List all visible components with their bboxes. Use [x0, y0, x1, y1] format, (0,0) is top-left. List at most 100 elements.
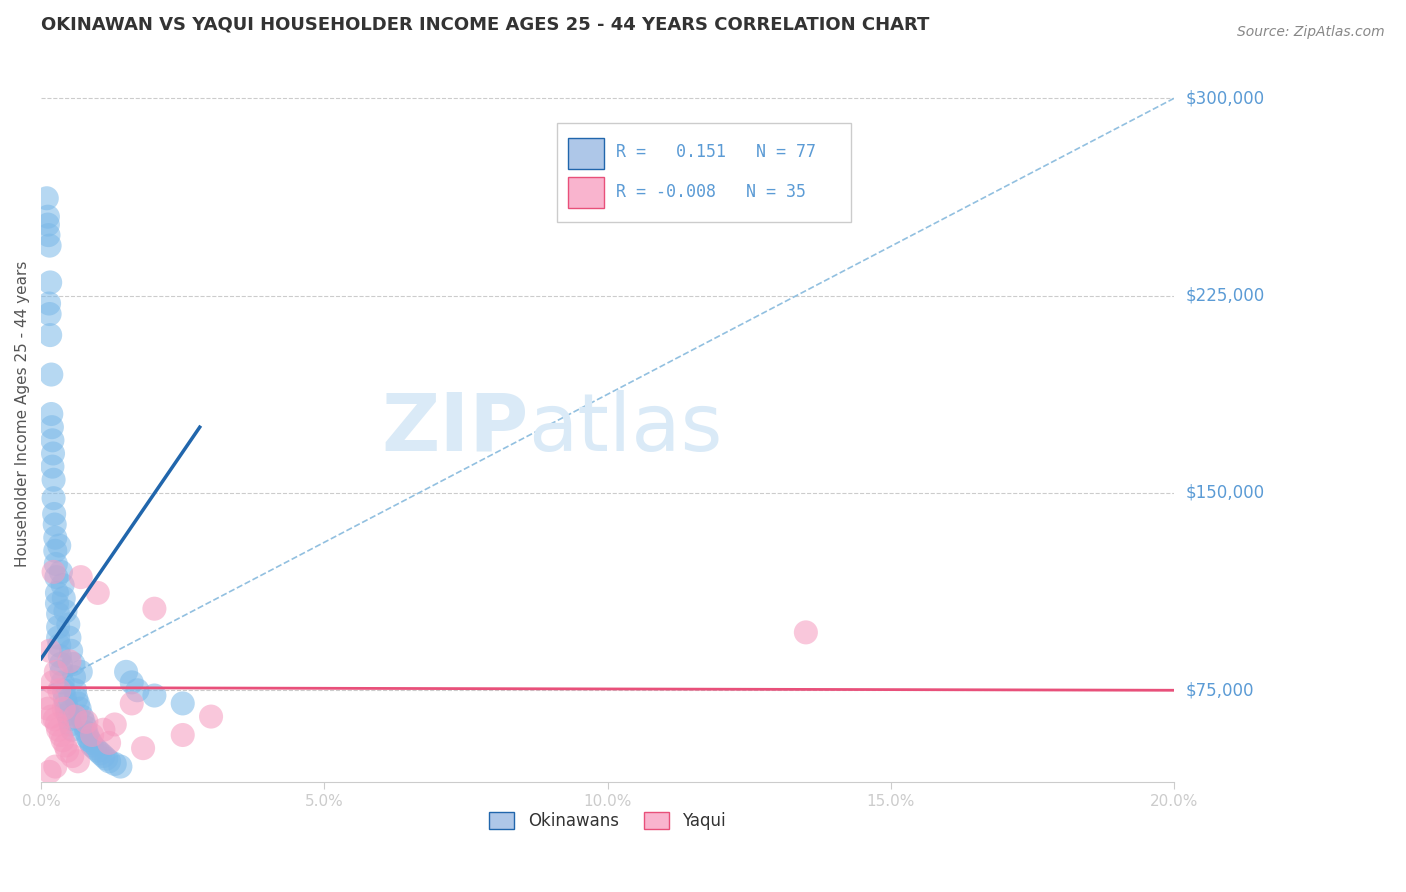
Point — [98, 754, 121, 768]
Point — [53, 691, 76, 706]
Point — [77, 731, 100, 745]
Point — [58, 631, 80, 645]
Point — [69, 570, 91, 584]
Point — [42, 446, 65, 460]
Point — [44, 531, 66, 545]
Point — [41, 434, 63, 448]
Point — [52, 701, 75, 715]
Point — [66, 697, 89, 711]
Point — [75, 725, 97, 739]
Point — [39, 328, 62, 343]
Point — [38, 644, 60, 658]
Legend: Okinawans, Yaqui: Okinawans, Yaqui — [482, 805, 733, 837]
Point — [46, 586, 69, 600]
Point — [56, 744, 79, 758]
Point — [52, 578, 75, 592]
Point — [82, 728, 104, 742]
Point — [44, 507, 66, 521]
Point — [87, 586, 110, 600]
Text: $225,000: $225,000 — [1185, 286, 1264, 304]
Point — [75, 720, 97, 734]
Point — [98, 736, 121, 750]
Point — [96, 752, 118, 766]
Y-axis label: Householder Income Ages 25 - 44 years: Householder Income Ages 25 - 44 years — [15, 260, 30, 567]
Point — [46, 607, 69, 621]
Point — [63, 709, 86, 723]
Point — [70, 709, 93, 723]
Text: R =   0.151   N = 77: R = 0.151 N = 77 — [616, 144, 815, 161]
Point — [37, 228, 59, 243]
Point — [45, 570, 67, 584]
Point — [39, 368, 62, 382]
Point — [52, 591, 75, 606]
Point — [41, 675, 63, 690]
Point — [69, 701, 91, 715]
Point — [41, 459, 63, 474]
Text: OKINAWAN VS YAQUI HOUSEHOLDER INCOME AGES 25 - 44 YEARS CORRELATION CHART: OKINAWAN VS YAQUI HOUSEHOLDER INCOME AGE… — [41, 15, 929, 33]
Point — [38, 307, 60, 321]
Point — [55, 697, 77, 711]
Text: ZIP: ZIP — [381, 390, 529, 467]
Point — [46, 723, 69, 737]
Text: $300,000: $300,000 — [1185, 89, 1264, 107]
Point — [44, 517, 66, 532]
Point — [132, 741, 155, 756]
Point — [46, 717, 69, 731]
Point — [48, 539, 70, 553]
Point — [52, 675, 75, 690]
Point — [104, 756, 127, 771]
Point — [115, 665, 138, 679]
Point — [38, 764, 60, 779]
Point — [172, 728, 194, 742]
Point — [41, 420, 63, 434]
Text: R = -0.008   N = 35: R = -0.008 N = 35 — [616, 183, 806, 201]
Point — [59, 717, 82, 731]
Point — [45, 557, 67, 571]
Point — [55, 739, 77, 753]
Point — [46, 597, 69, 611]
Point — [80, 736, 103, 750]
Point — [44, 544, 66, 558]
Point — [35, 691, 58, 706]
Point — [104, 717, 127, 731]
Point — [90, 747, 112, 761]
Point — [143, 689, 166, 703]
Point — [55, 604, 77, 618]
Point — [121, 697, 143, 711]
Point — [49, 728, 72, 742]
Point — [55, 701, 77, 715]
Point — [72, 714, 94, 729]
Point — [58, 654, 80, 668]
Text: atlas: atlas — [529, 390, 723, 467]
Point — [63, 670, 86, 684]
Point — [48, 683, 70, 698]
Point — [56, 706, 79, 721]
Point — [42, 565, 65, 579]
Point — [200, 709, 222, 723]
Point — [37, 218, 59, 232]
Point — [127, 683, 149, 698]
Point — [44, 759, 66, 773]
Point — [52, 683, 75, 698]
Point — [60, 749, 83, 764]
Point — [49, 565, 72, 579]
Text: $75,000: $75,000 — [1185, 681, 1254, 699]
Point — [93, 723, 115, 737]
Text: Source: ZipAtlas.com: Source: ZipAtlas.com — [1237, 25, 1385, 39]
Point — [58, 617, 80, 632]
Point — [87, 744, 110, 758]
Point — [37, 701, 59, 715]
Point — [65, 691, 87, 706]
Point — [46, 620, 69, 634]
Point — [38, 238, 60, 252]
Point — [45, 665, 67, 679]
Point — [110, 759, 132, 773]
Point — [60, 644, 83, 658]
Point — [42, 473, 65, 487]
Point — [44, 712, 66, 726]
Point — [172, 697, 194, 711]
Point — [75, 714, 97, 729]
Point — [63, 683, 86, 698]
Point — [49, 648, 72, 663]
Point — [48, 639, 70, 653]
